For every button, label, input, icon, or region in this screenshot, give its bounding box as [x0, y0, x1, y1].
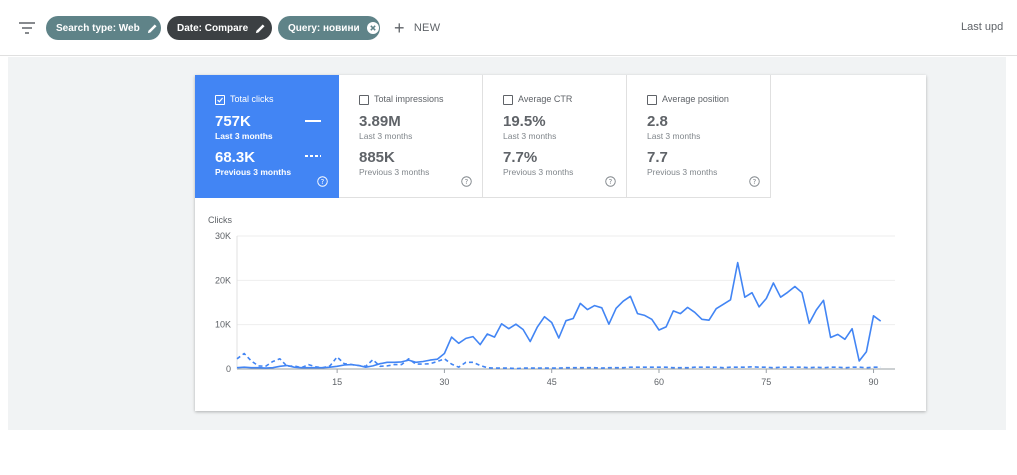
plus-icon: + — [394, 18, 405, 38]
tile-total-clicks[interactable]: Total clicks 757K Last 3 months 68.3K Pr… — [195, 75, 339, 198]
clicks-chart: Clicks 30K 20K 10K 0 15 30 45 60 75 90 — [208, 215, 895, 387]
checkbox[interactable] — [215, 95, 225, 105]
metric-prev-period: Previous 3 months — [215, 167, 292, 177]
chip-label: Search type: Web — [56, 22, 140, 34]
y-tick-label: 10K — [215, 320, 231, 330]
metric-period: Last 3 months — [503, 131, 557, 141]
svg-text:?: ? — [609, 178, 613, 186]
tile-average-position[interactable]: Average position 2.8 Last 3 months 7.7 P… — [627, 75, 771, 198]
pencil-icon[interactable] — [255, 23, 266, 34]
help-icon[interactable]: ? — [749, 176, 760, 187]
svg-text:?: ? — [465, 178, 469, 186]
metric-prev-period: Previous 3 months — [647, 167, 718, 177]
y-tick-label: 30K — [215, 231, 231, 241]
performance-card: Total clicks 757K Last 3 months 68.3K Pr… — [195, 75, 926, 411]
tile-average-ctr[interactable]: Average CTR 19.5% Last 3 months 7.7% Pre… — [483, 75, 627, 198]
metric-period: Last 3 months — [359, 131, 413, 141]
metric-value: 757K — [215, 113, 251, 130]
svg-text:?: ? — [321, 178, 325, 186]
metric-label: Average position — [662, 94, 729, 104]
add-filter-button[interactable]: + NEW — [394, 18, 440, 38]
metric-tiles: Total clicks 757K Last 3 months 68.3K Pr… — [195, 75, 926, 198]
x-tick-label: 60 — [654, 377, 664, 387]
close-circle-icon[interactable] — [366, 22, 379, 34]
metric-prev-value: 7.7% — [503, 149, 538, 166]
checkbox[interactable] — [503, 95, 513, 105]
help-icon[interactable]: ? — [605, 176, 616, 187]
x-tick-label: 30 — [439, 377, 449, 387]
date-chip[interactable]: Date: Compare — [167, 16, 272, 40]
metric-value: 3.89M — [359, 113, 401, 130]
metric-prev-value: 7.7 — [647, 149, 668, 166]
help-icon[interactable]: ? — [317, 176, 328, 187]
filter-bar: Search type: Web Date: Compare Query: но… — [0, 0, 1017, 56]
chip-label: Query: новини — [288, 22, 360, 34]
metric-period: Last 3 months — [215, 131, 273, 141]
x-tick-label: 45 — [547, 377, 557, 387]
y-tick-label: 20K — [215, 275, 231, 285]
search-type-chip[interactable]: Search type: Web — [46, 16, 161, 40]
current-period-line — [236, 261, 882, 369]
metric-label: Total clicks — [230, 94, 274, 104]
y-tick-label: 0 — [226, 364, 231, 374]
svg-text:?: ? — [753, 178, 757, 186]
metric-prev-period: Previous 3 months — [359, 167, 430, 177]
metric-value: 19.5% — [503, 113, 546, 130]
metric-period: Last 3 months — [647, 131, 701, 141]
metric-prev-period: Previous 3 months — [503, 167, 574, 177]
y-axis-title: Clicks — [208, 215, 232, 225]
dashed-line-legend — [305, 155, 321, 157]
pencil-icon[interactable] — [147, 23, 158, 34]
metric-prev-value: 68.3K — [215, 149, 256, 166]
chip-label: Date: Compare — [177, 22, 249, 34]
new-label: NEW — [413, 22, 441, 34]
x-tick-label: 90 — [869, 377, 879, 387]
x-tick-label: 75 — [761, 377, 771, 387]
solid-line-legend — [305, 120, 321, 122]
x-tick-label: 15 — [332, 377, 342, 387]
metric-value: 2.8 — [647, 113, 668, 130]
metric-prev-value: 885K — [359, 149, 395, 166]
tile-total-impressions[interactable]: Total impressions 3.89M Last 3 months 88… — [339, 75, 483, 198]
metric-label: Total impressions — [374, 94, 444, 104]
checkbox[interactable] — [647, 95, 657, 105]
last-updated-text: Last upd — [961, 21, 1004, 33]
checkbox[interactable] — [359, 95, 369, 105]
previous-period-line — [236, 352, 881, 370]
help-icon[interactable]: ? — [461, 176, 472, 187]
metric-label: Average CTR — [518, 94, 573, 104]
query-chip[interactable]: Query: новини — [278, 16, 380, 40]
filter-icon[interactable] — [18, 20, 36, 36]
